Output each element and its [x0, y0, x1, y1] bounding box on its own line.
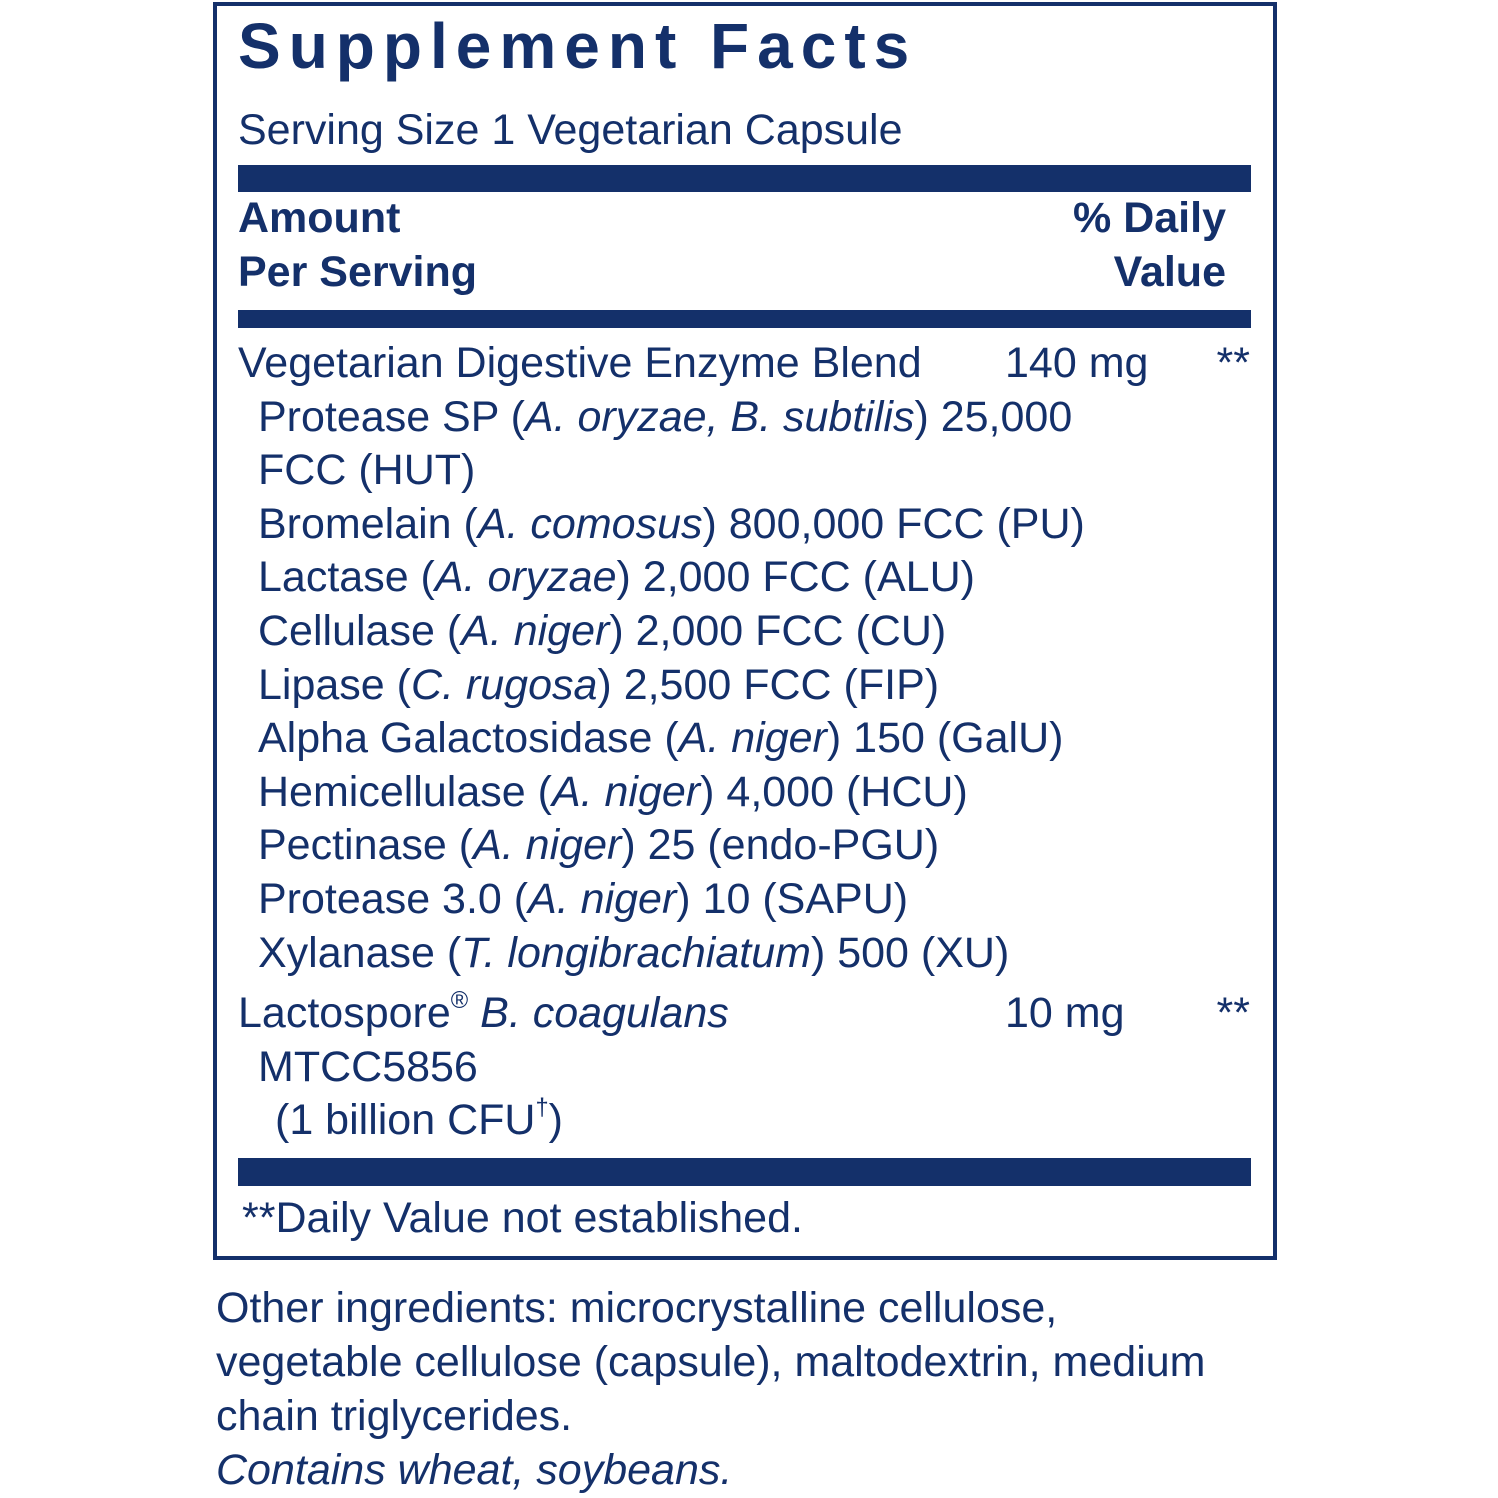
amount: 140 mg [1005, 339, 1149, 387]
text-run: (1 billion CFU [275, 1096, 536, 1145]
text-run: A. comosus [477, 499, 703, 548]
text-run: A. niger [461, 607, 610, 655]
superscript: ® [450, 988, 469, 1015]
text-run: ) 800,000 FCC (PU) [702, 499, 1085, 548]
text-run: Protease SP ( [258, 392, 525, 441]
header-dv: % Daily [1073, 194, 1226, 242]
divider [238, 310, 1251, 328]
other-ingredients-line: Other ingredients: microcrystalline cell… [216, 1284, 1058, 1332]
ingredient-line: (1 billion CFU†) [275, 1093, 563, 1147]
text-run: Pectinase ( [258, 821, 474, 870]
ingredient-line: Cellulase (A. niger) 2,000 FCC (CU) [258, 604, 946, 658]
text-run: Protease 3.0 ( [258, 875, 529, 923]
text-run: ) [548, 1096, 563, 1145]
ingredient-line: Alpha Galactosidase (A. niger) 150 (GalU… [258, 711, 1063, 765]
ingredient-line: Protease SP (A. oryzae, B. subtilis) 25,… [258, 390, 1072, 444]
text-run: ) 4,000 (HCU) [700, 767, 968, 816]
text-run: ) 150 (GalU) [826, 714, 1064, 763]
serving-size: Serving Size 1 Vegetarian Capsule [238, 106, 903, 154]
footnote: **Daily Value not established. [242, 1194, 803, 1242]
text-run: Lactospore [238, 989, 451, 1038]
text-run: A. oryzae, B. subtilis [524, 392, 915, 441]
superscript: † [535, 1095, 549, 1122]
daily-value: ** [1216, 989, 1250, 1038]
ingredient-line: Bromelain (A. comosus) 800,000 FCC (PU) [258, 497, 1085, 551]
text-run: T. longibrachiatum [461, 928, 811, 977]
facts-box [213, 2, 1277, 1260]
text-run: A. oryzae [434, 553, 617, 602]
text-run: ) 2,500 FCC (FIP) [597, 660, 940, 709]
text-run: Lactase ( [258, 553, 435, 602]
daily-value: ** [1216, 339, 1250, 387]
ingredient-line: Protease 3.0 (A. niger) 10 (SAPU) [258, 872, 908, 926]
header-amount: Per Serving [238, 248, 477, 296]
text-run: C. rugosa [410, 660, 598, 709]
header-dv: Value [1113, 248, 1226, 296]
amount: 10 mg [1005, 989, 1125, 1038]
other-ingredients-line: vegetable cellulose (capsule), maltodext… [216, 1338, 1206, 1386]
ingredient-line: Hemicellulase (A. niger) 4,000 (HCU) [258, 765, 968, 819]
ingredient-line: Lipase (C. rugosa) 2,500 FCC (FIP) [258, 658, 939, 712]
text-run: MTCC5856 [258, 1042, 478, 1091]
ingredient-line: Lactase (A. oryzae) 2,000 FCC (ALU) [258, 550, 975, 604]
text-run: A. niger [551, 767, 701, 816]
text-run: ) 25,000 [914, 392, 1073, 441]
text-run: Vegetarian Digestive Enzyme Blend [238, 339, 922, 387]
text-run: A. niger [528, 875, 677, 923]
text-run: A. niger [678, 714, 827, 763]
text-run: Cellulase ( [258, 607, 462, 655]
header-amount: Amount [238, 194, 401, 242]
divider [238, 1158, 1251, 1186]
text-run: B. coagulans [468, 989, 729, 1038]
text-run: Hemicellulase ( [258, 767, 552, 816]
text-run: FCC (HUT) [258, 446, 476, 495]
text-run: Lipase ( [258, 660, 411, 709]
text-run: ) 2,000 FCC (CU) [609, 607, 947, 655]
title: Supplement Facts [238, 10, 918, 82]
ingredient-line: Vegetarian Digestive Enzyme Blend [238, 336, 922, 390]
text-run: Bromelain ( [258, 499, 478, 548]
text-run: Xylanase ( [258, 928, 462, 977]
text-run: ) 10 (SAPU) [676, 875, 909, 923]
other-ingredients-line: chain triglycerides. [216, 1392, 573, 1440]
ingredient-line: Pectinase (A. niger) 25 (endo-PGU) [258, 818, 939, 872]
divider [238, 165, 1251, 192]
text-run: ) 25 (endo-PGU) [621, 821, 940, 870]
ingredient-line: Lactospore® B. coagulans [238, 986, 729, 1040]
allergen: Contains wheat, soybeans. [216, 1446, 733, 1494]
text-run: Alpha Galactosidase ( [258, 714, 679, 763]
ingredient-line: MTCC5856 [258, 1040, 478, 1094]
ingredient-line: Xylanase (T. longibrachiatum) 500 (XU) [258, 926, 1009, 980]
ingredient-line: FCC (HUT) [258, 443, 475, 497]
text-run: ) 2,000 FCC (ALU) [616, 553, 975, 602]
text-run: ) 500 (XU) [810, 928, 1010, 977]
text-run: A. niger [473, 821, 622, 870]
